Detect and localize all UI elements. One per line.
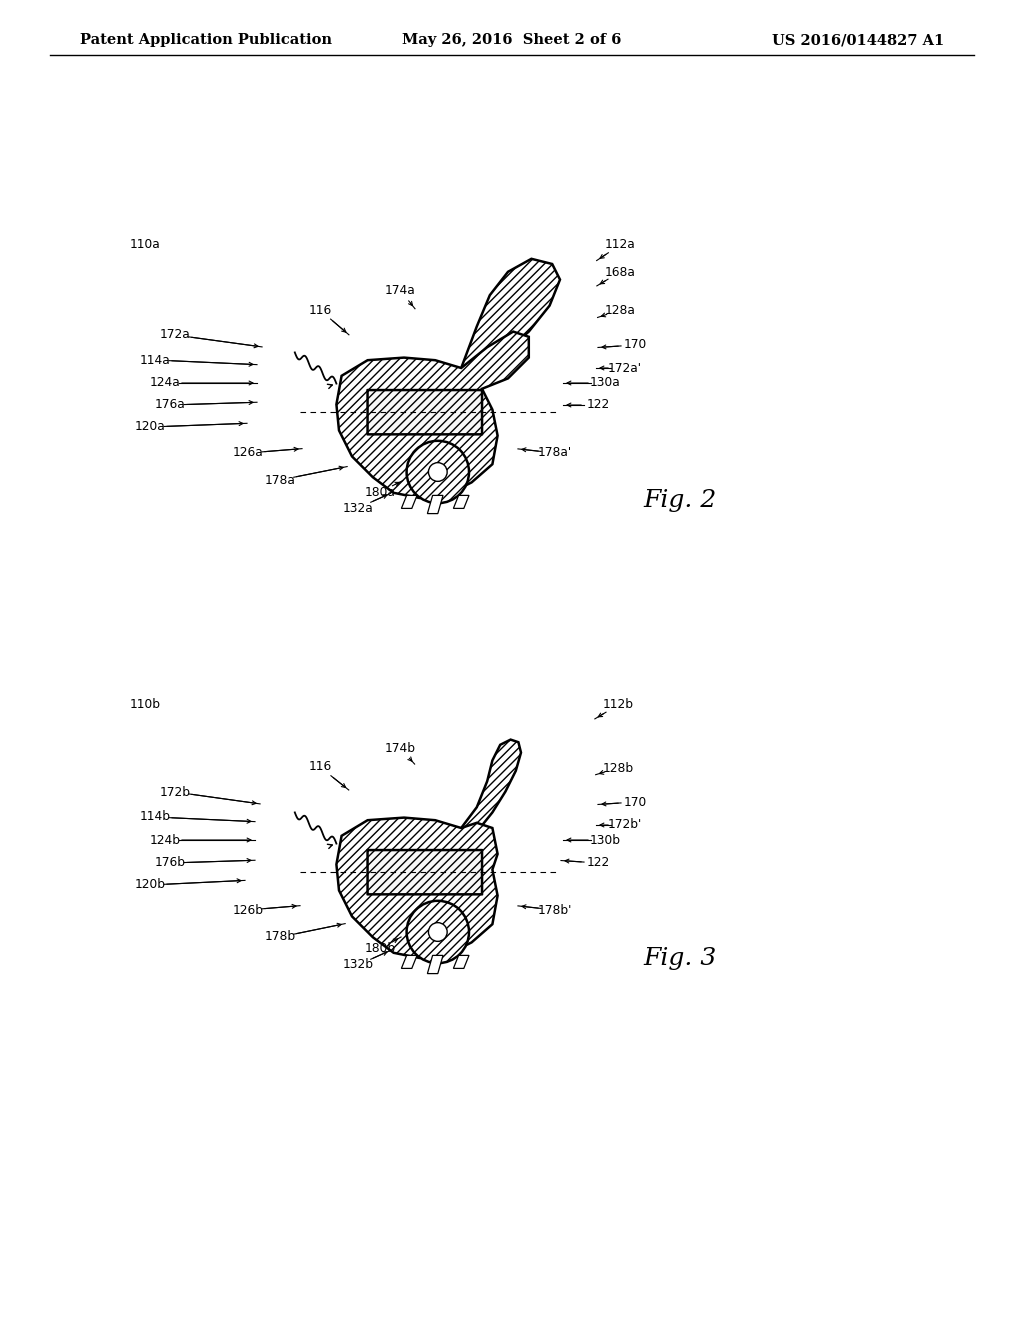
Text: 172a': 172a' <box>608 362 642 375</box>
Text: 178b: 178b <box>264 931 296 944</box>
Text: 168a: 168a <box>604 265 636 279</box>
Text: Fig. 2: Fig. 2 <box>643 488 717 511</box>
Text: 178b': 178b' <box>538 903 572 916</box>
Text: 172a: 172a <box>160 329 190 342</box>
Text: May 26, 2016  Sheet 2 of 6: May 26, 2016 Sheet 2 of 6 <box>402 33 622 48</box>
Text: 120a: 120a <box>134 421 165 433</box>
Polygon shape <box>427 956 443 974</box>
Text: 174b: 174b <box>384 742 416 755</box>
Text: 110b: 110b <box>129 698 161 711</box>
Polygon shape <box>337 817 498 958</box>
Text: 116: 116 <box>308 304 332 317</box>
Text: 126b: 126b <box>232 903 263 916</box>
Text: 124a: 124a <box>150 376 180 389</box>
Polygon shape <box>454 956 469 969</box>
Text: 128a: 128a <box>604 304 636 317</box>
Text: 178a: 178a <box>264 474 296 487</box>
Text: 116: 116 <box>308 760 332 774</box>
Polygon shape <box>401 956 417 969</box>
Text: 170: 170 <box>624 338 646 351</box>
Text: 110a: 110a <box>130 239 161 252</box>
Text: 112a: 112a <box>604 239 635 252</box>
Circle shape <box>428 462 447 482</box>
Text: 122: 122 <box>587 399 609 412</box>
Text: 178a': 178a' <box>538 446 572 459</box>
Text: 126a: 126a <box>232 446 263 459</box>
Text: 120b: 120b <box>134 879 166 891</box>
Text: 128b: 128b <box>602 762 634 775</box>
Text: Fig. 3: Fig. 3 <box>643 946 717 969</box>
Text: 112b: 112b <box>602 698 634 711</box>
Polygon shape <box>401 495 417 508</box>
FancyBboxPatch shape <box>368 391 482 434</box>
Text: 176b: 176b <box>155 857 185 870</box>
Circle shape <box>407 900 469 964</box>
Text: 130a: 130a <box>590 376 621 389</box>
Text: 174a: 174a <box>385 284 416 297</box>
Text: 172b: 172b <box>160 785 190 799</box>
Text: 122: 122 <box>587 857 609 870</box>
Text: 132a: 132a <box>343 502 374 515</box>
Text: 172b': 172b' <box>608 818 642 832</box>
Text: 176a: 176a <box>155 399 185 412</box>
Text: 132b: 132b <box>342 958 374 972</box>
Text: 130b: 130b <box>590 833 621 846</box>
Circle shape <box>428 923 447 941</box>
Text: 114b: 114b <box>139 810 171 824</box>
Polygon shape <box>337 331 528 498</box>
Text: Patent Application Publication: Patent Application Publication <box>80 33 332 48</box>
Polygon shape <box>461 259 560 368</box>
Circle shape <box>407 441 469 503</box>
Text: 124b: 124b <box>150 833 180 846</box>
Text: 114a: 114a <box>139 354 170 367</box>
Polygon shape <box>454 495 469 508</box>
Polygon shape <box>461 739 521 828</box>
Text: 170: 170 <box>624 796 646 808</box>
Text: 180a: 180a <box>365 486 395 499</box>
Text: US 2016/0144827 A1: US 2016/0144827 A1 <box>772 33 944 48</box>
FancyBboxPatch shape <box>368 850 482 895</box>
Polygon shape <box>427 495 443 513</box>
Text: 180b: 180b <box>365 942 395 956</box>
